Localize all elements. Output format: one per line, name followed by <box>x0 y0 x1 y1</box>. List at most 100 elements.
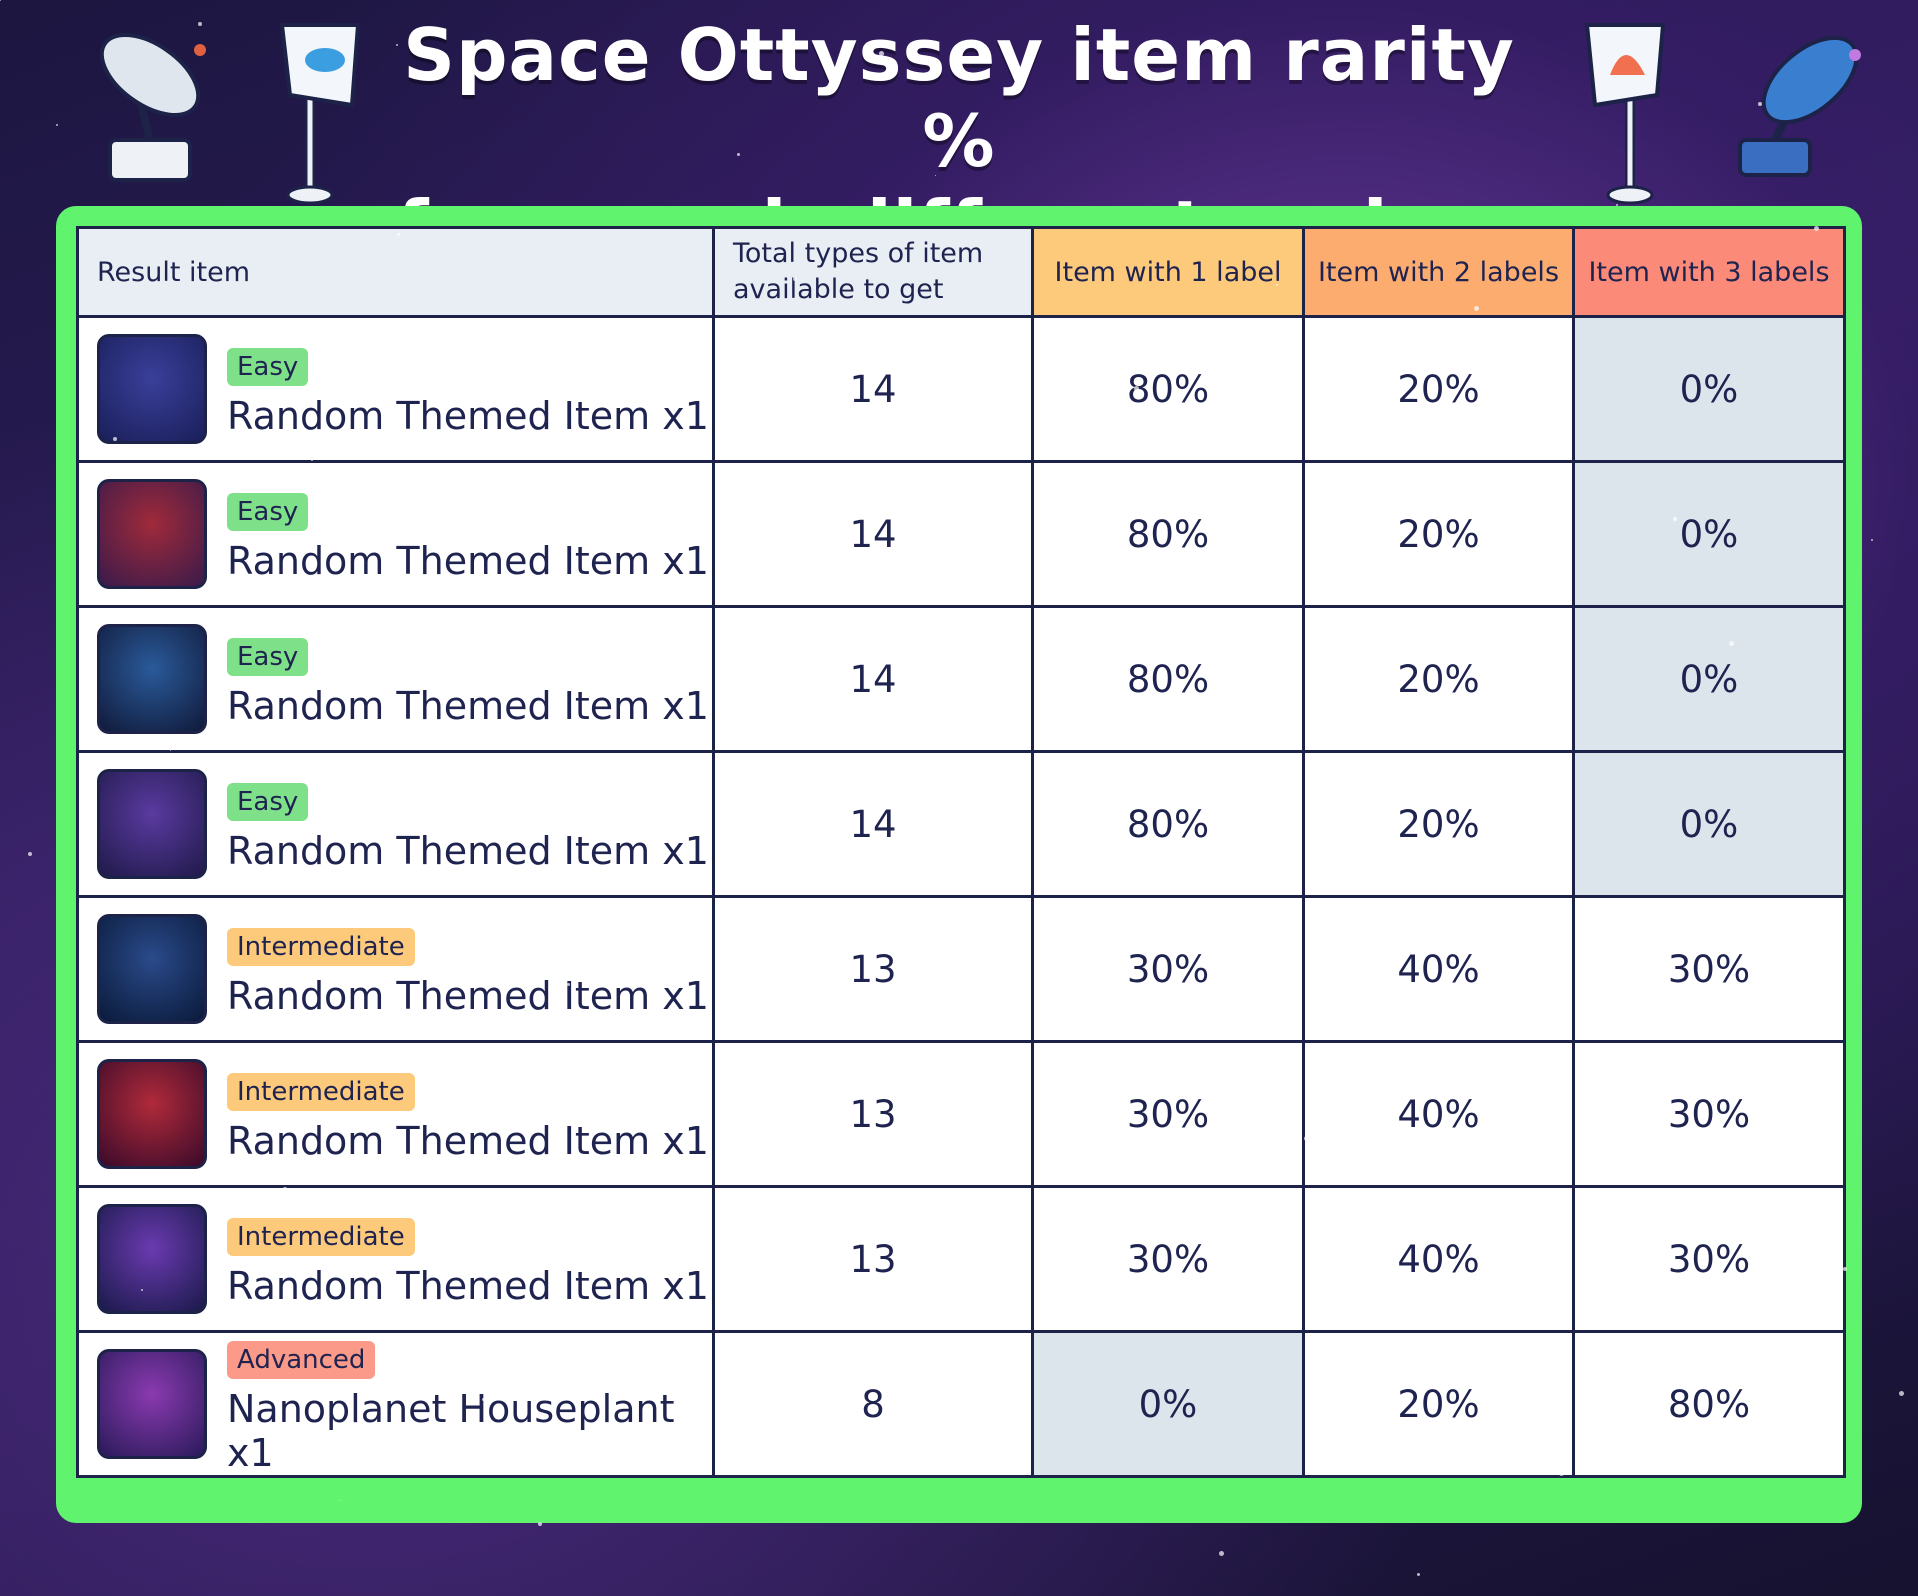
star <box>1729 641 1734 646</box>
star <box>850 590 851 591</box>
star <box>652 568 655 571</box>
item-cell: Intermediate Random Themed Item x1 <box>76 895 715 1043</box>
table-row: Easy Random Themed Item x1 14 80% 20% 0% <box>76 750 1846 898</box>
star <box>1361 1449 1363 1451</box>
item-icon <box>97 769 207 879</box>
star <box>1020 1340 1021 1341</box>
item-wrap: Intermediate Random Themed Item x1 <box>79 1204 712 1314</box>
item-name: Random Themed Item x1 <box>227 973 709 1018</box>
star <box>1531 619 1533 621</box>
table-row: Intermediate Random Themed Item x1 13 30% 40… <box>76 895 1846 1043</box>
header-row: Result item Total types of item available… <box>76 226 1846 318</box>
star <box>1843 1267 1847 1271</box>
star <box>1247 823 1250 826</box>
flag-right <box>1584 23 1666 205</box>
star <box>1673 517 1677 521</box>
star <box>0 0 1 1</box>
item-text: Easy Random Themed Item x1 <box>227 776 709 873</box>
star <box>113 437 117 441</box>
value-cell: 13 <box>712 895 1034 1043</box>
item-icon <box>97 914 207 1024</box>
star <box>765 1005 766 1006</box>
value-cell: 80% <box>1031 460 1305 608</box>
item-wrap: Intermediate Random Themed Item x1 <box>79 1059 712 1169</box>
value-cell: 14 <box>712 460 1034 608</box>
star <box>1786 954 1788 956</box>
star <box>567 983 570 986</box>
star <box>56 124 58 126</box>
value-cell: 80% <box>1031 750 1305 898</box>
value-cell: 20% <box>1302 1330 1575 1478</box>
value-cell: 20% <box>1302 750 1575 898</box>
value-cell: 80% <box>1031 315 1305 463</box>
item-text: Easy Random Themed Item x1 <box>227 486 709 583</box>
star <box>1162 1238 1165 1241</box>
star <box>397 233 400 236</box>
star <box>255 335 256 336</box>
item-wrap: Easy Random Themed Item x1 <box>79 334 712 444</box>
star <box>425 1085 426 1086</box>
value-cell: 13 <box>712 1040 1034 1188</box>
star <box>1389 721 1394 726</box>
difficulty-tag: Easy <box>227 492 309 531</box>
star <box>1417 1573 1420 1576</box>
value-cell: 20% <box>1302 460 1575 608</box>
item-name: Random Themed Item x1 <box>227 393 709 438</box>
star <box>283 1187 287 1191</box>
value-cell: 20% <box>1302 605 1575 753</box>
item-wrap: Easy Random Themed Item x1 <box>79 479 712 589</box>
star <box>1616 204 1618 206</box>
star <box>1049 801 1054 806</box>
star <box>595 255 596 256</box>
value-cell: 13 <box>712 1185 1034 1333</box>
star <box>1474 306 1479 311</box>
star <box>368 772 372 776</box>
star <box>1588 932 1592 936</box>
item-cell: Easy Random Themed Item x1 <box>76 315 715 463</box>
difficulty-tag: Intermediate <box>227 1072 415 1111</box>
value-cell: 40% <box>1302 895 1575 1043</box>
star <box>28 852 32 856</box>
item-cell: Advanced Nanoplanet Houseplant x1 <box>76 1330 715 1478</box>
star <box>1304 1136 1309 1141</box>
star <box>1871 539 1873 541</box>
star <box>879 51 884 56</box>
value-cell: 0% <box>1572 750 1846 898</box>
star <box>141 1289 143 1291</box>
item-text: Intermediate Random Themed Item x1 <box>227 921 709 1018</box>
star <box>85 1165 86 1166</box>
star <box>935 175 936 176</box>
table-frame: Result item Total types of item available… <box>56 206 1862 1523</box>
column-header: Total types of item available to get <box>712 226 1034 318</box>
item-cell: Easy Random Themed Item x1 <box>76 605 715 753</box>
star <box>1219 1551 1224 1556</box>
star <box>396 44 398 46</box>
star <box>1899 1391 1904 1396</box>
column-header: Result item <box>76 226 715 318</box>
item-cell: Easy Random Themed Item x1 <box>76 750 715 898</box>
item-icon <box>97 479 207 589</box>
star <box>1134 386 1139 391</box>
difficulty-tag: Intermediate <box>227 1217 415 1256</box>
item-icon <box>97 1059 207 1169</box>
value-cell: 30% <box>1572 1185 1846 1333</box>
star <box>1105 925 1106 926</box>
value-cell: 20% <box>1302 315 1575 463</box>
value-cell: 30% <box>1031 1040 1305 1188</box>
star <box>1332 408 1335 411</box>
star <box>964 1216 969 1221</box>
star <box>226 874 228 876</box>
item-name: Nanoplanet Houseplant x1 <box>227 1386 675 1475</box>
difficulty-tag: Easy <box>227 637 309 676</box>
star <box>311 459 313 461</box>
value-cell: 0% <box>1572 315 1846 463</box>
item-wrap: Intermediate Random Themed Item x1 <box>79 914 712 1024</box>
item-icon <box>97 1349 207 1459</box>
item-cell: Easy Random Themed Item x1 <box>76 460 715 608</box>
item-icon <box>97 624 207 734</box>
value-cell: 80% <box>1031 605 1305 753</box>
star <box>907 903 910 906</box>
item-icon <box>97 1204 207 1314</box>
star <box>708 692 712 696</box>
star <box>1446 1034 1448 1036</box>
